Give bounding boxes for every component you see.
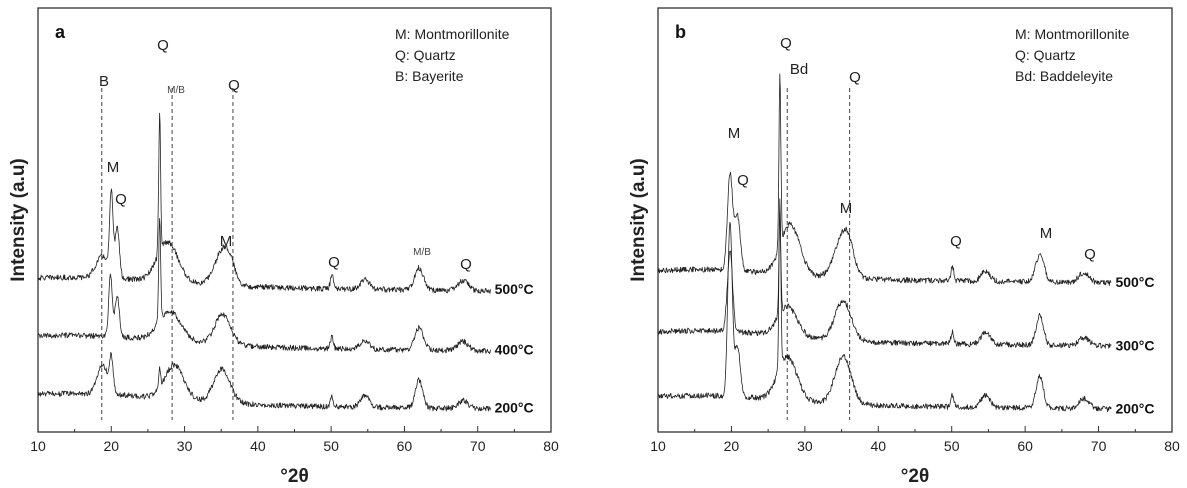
x-tick-label: 80 [543, 438, 559, 454]
series-line [37, 352, 491, 412]
peak-label: Q [157, 37, 169, 54]
series-line [37, 218, 491, 354]
series-label: 200°C [495, 400, 534, 416]
chart-panel-b: 10 20 30 40 50 60 70 80 °2θ Intensity (a.u) b M: Mo… [628, 7, 1180, 487]
peak-label: M [840, 200, 853, 217]
panel-label: a [55, 22, 66, 42]
x-tick-label: 80 [1164, 438, 1180, 454]
peak-label: Q [228, 77, 240, 94]
series-line [657, 212, 1112, 349]
y-axis-label: Intensity (a.u) [8, 158, 29, 282]
series-label: 400°C [495, 341, 534, 357]
x-tick-label: 10 [650, 438, 666, 454]
x-tick-label: 40 [870, 438, 886, 454]
series-line [37, 112, 491, 294]
x-tick-label: 20 [724, 438, 740, 454]
x-tick-label: 20 [103, 438, 119, 454]
x-tick-label: 40 [250, 438, 266, 454]
series-label: 500°C [1115, 274, 1154, 290]
legend-entry: B: Bayerite [395, 68, 464, 84]
x-tick-label: 50 [323, 438, 339, 454]
peak-label: M [220, 233, 233, 250]
peak-label: Q [328, 254, 340, 271]
x-tick-label: 70 [470, 438, 486, 454]
series-label: 300°C [1115, 337, 1154, 353]
x-tick-label: 30 [177, 438, 193, 454]
y-axis-label: Intensity (a.u) [628, 158, 649, 282]
peak-label: Bd [790, 61, 808, 78]
series-line [657, 73, 1112, 286]
chart-panel-a: 10 20 30 40 50 60 70 80 °2θ Intensity (a.u) a M: Mo… [8, 7, 559, 487]
series-line [657, 198, 1112, 412]
peak-label: M/B [413, 247, 431, 258]
peak-label: Q [849, 69, 861, 86]
peak-label: M [107, 159, 120, 176]
peak-label: M/B [167, 85, 185, 96]
peak-label: M [1040, 225, 1053, 242]
x-axis-label: °2θ [280, 466, 308, 487]
x-axis-label: °2θ [901, 466, 929, 487]
legend-entry: Bd: Baddeleyite [1015, 68, 1113, 84]
peak-label: Q [460, 256, 472, 273]
x-tick-label: 70 [1091, 438, 1107, 454]
peak-label: Q [1084, 246, 1096, 263]
peak-label: B [99, 73, 109, 90]
legend-entry: Q: Quartz [395, 47, 456, 63]
x-tick-label: 50 [944, 438, 960, 454]
series-label: 200°C [1115, 401, 1154, 417]
peak-label: M [728, 125, 741, 142]
x-tick-label: 60 [397, 438, 413, 454]
series-label: 500°C [495, 281, 534, 297]
peak-label: Q [737, 172, 749, 189]
panel-label: b [675, 22, 686, 42]
legend-entry: M: Montmorillonite [1015, 26, 1130, 42]
peak-label: Q [115, 191, 127, 208]
peak-label: Q [780, 35, 792, 52]
x-tick-label: 30 [797, 438, 813, 454]
x-tick-label: 10 [30, 438, 46, 454]
legend-entry: M: Montmorillonite [395, 26, 510, 42]
peak-label: Q [950, 233, 962, 250]
legend-entry: Q: Quartz [1015, 47, 1076, 63]
x-tick-label: 60 [1017, 438, 1033, 454]
plot-frame [37, 7, 552, 433]
